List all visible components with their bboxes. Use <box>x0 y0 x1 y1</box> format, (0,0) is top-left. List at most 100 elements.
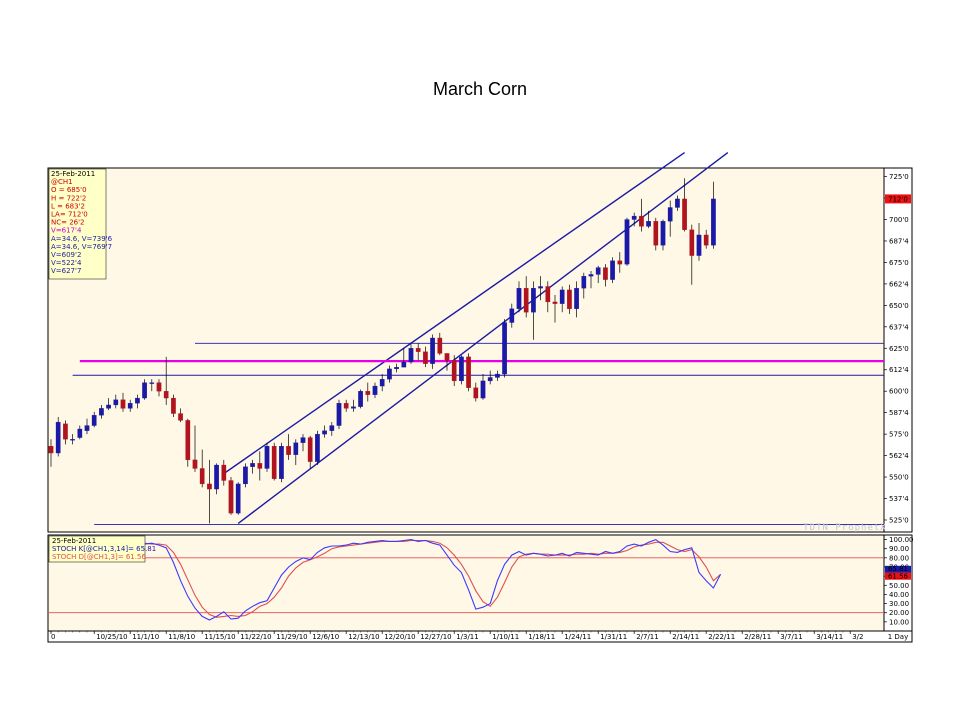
stoch-d-legend: STOCH D[@CH1,3]= 61.56 <box>52 553 146 561</box>
stoch-k-legend: STOCH K[@CH1,3,14]= 65.81 <box>52 545 156 553</box>
info-line: A=34.6, V=739'6 <box>51 235 113 243</box>
candle <box>531 281 536 340</box>
x-tick-label: 1/31/11 <box>600 633 627 641</box>
candle <box>675 195 680 211</box>
candle <box>581 272 587 299</box>
stoch-d-value: 61.56 <box>888 573 909 581</box>
candle <box>199 449 205 488</box>
x-tick-label: 2/22/11 <box>708 633 735 641</box>
candle <box>48 439 54 467</box>
info-line: V=627'7 <box>51 267 81 275</box>
candle <box>336 399 342 429</box>
price-tick-label: 662'4 <box>889 280 909 288</box>
candle <box>343 399 349 412</box>
x-axis-ticks: 0 10/25/10 11/1/10 11/8/10 11/15/10 11/22/10 1… <box>50 631 863 641</box>
price-tick-label: 700'0 <box>889 216 909 224</box>
x-tick-label: 12/27/10 <box>420 633 451 641</box>
candle <box>473 382 479 402</box>
stoch-tick-label: 100.00 <box>889 536 914 544</box>
stoch-tick-label: 10.00 <box>889 618 909 626</box>
price-tick-label: 687'4 <box>889 237 909 245</box>
price-tick-label: 600'0 <box>889 388 909 396</box>
x-tick-label: 3/7/11 <box>780 633 803 641</box>
stoch-lines <box>50 538 722 621</box>
candle <box>322 425 327 438</box>
candle <box>214 463 219 495</box>
candle <box>365 382 371 402</box>
price-axis-area <box>883 167 913 533</box>
candle <box>437 332 443 356</box>
candle <box>91 411 97 428</box>
candles <box>48 178 716 524</box>
candle <box>617 252 623 273</box>
candle <box>394 363 399 373</box>
candle <box>235 482 241 515</box>
page-title: March Corn <box>432 79 528 99</box>
candle <box>156 379 162 397</box>
candle <box>574 281 579 318</box>
price-tick-label: 625'0 <box>889 345 909 353</box>
price-overlays <box>72 151 884 525</box>
info-line: H = 722'2 <box>51 194 86 202</box>
candle <box>696 222 702 261</box>
candle <box>610 257 615 284</box>
stoch-d-badge: 61.56 <box>885 572 911 581</box>
x-tick-label: 11/15/10 <box>204 633 235 641</box>
candle <box>682 178 687 232</box>
info-line: V=609'2 <box>51 251 81 259</box>
info-line: V=522'4 <box>51 259 82 267</box>
stoch-date: 25-Feb-2011 <box>52 537 96 545</box>
x-tick-label: 11/8/10 <box>168 633 195 641</box>
candle <box>120 392 126 412</box>
price-tick-label: 637'4 <box>889 323 909 331</box>
candle <box>653 217 659 251</box>
x-tick-label: 11/1/10 <box>132 633 159 641</box>
x-tick-label: 3/2 <box>852 633 863 641</box>
candle <box>502 319 507 378</box>
candle <box>646 210 651 229</box>
candle <box>545 281 551 313</box>
candle <box>279 442 284 483</box>
stoch-axis-area <box>883 534 913 632</box>
x-tick-label: 1/3/11 <box>456 633 479 641</box>
candle <box>660 219 666 251</box>
stoch-tick-label: 80.00 <box>889 554 909 562</box>
candle <box>207 459 212 524</box>
info-line: A=34.6, V=769'7 <box>51 243 112 251</box>
price-tick-label: 675'0 <box>889 259 909 267</box>
candle <box>142 379 147 400</box>
channel-lower <box>237 151 729 524</box>
stoch-tick-label: 30.00 <box>889 600 909 608</box>
candle <box>624 217 630 266</box>
x-tick-label: 3/14/11 <box>816 633 843 641</box>
candle <box>387 365 392 383</box>
candle <box>559 286 565 313</box>
price-tick-label: 612'4 <box>889 366 909 374</box>
price-tick-label: 562'4 <box>889 452 909 460</box>
info-line: NC= 26'2 <box>51 219 85 227</box>
x-tick-label: 1/10/11 <box>492 633 519 641</box>
candle <box>451 355 457 387</box>
price-tick-label: 650'0 <box>889 302 909 310</box>
x-tick-label: 12/20/10 <box>384 633 415 641</box>
price-tick-label: 587'4 <box>889 409 909 417</box>
info-line: V=617'4 <box>51 227 82 235</box>
candle <box>495 370 500 381</box>
candle <box>466 353 471 392</box>
candle <box>567 284 572 314</box>
candle <box>711 181 716 249</box>
info-line: L = 683'2 <box>51 202 85 210</box>
last-price-label: 712'0 <box>888 195 908 203</box>
candle <box>135 394 140 409</box>
candle <box>401 348 407 368</box>
watermark: TDTN ProphetX <box>803 523 886 533</box>
stoch-tick-label: 40.00 <box>889 591 909 599</box>
candle <box>243 463 248 488</box>
info-line: LA= 712'0 <box>51 211 88 219</box>
candle <box>631 212 637 227</box>
x-tick-label: 2/7/11 <box>636 633 659 641</box>
candle <box>329 422 335 436</box>
candle <box>430 334 435 369</box>
price-last-badge: 712'0 <box>885 194 911 204</box>
